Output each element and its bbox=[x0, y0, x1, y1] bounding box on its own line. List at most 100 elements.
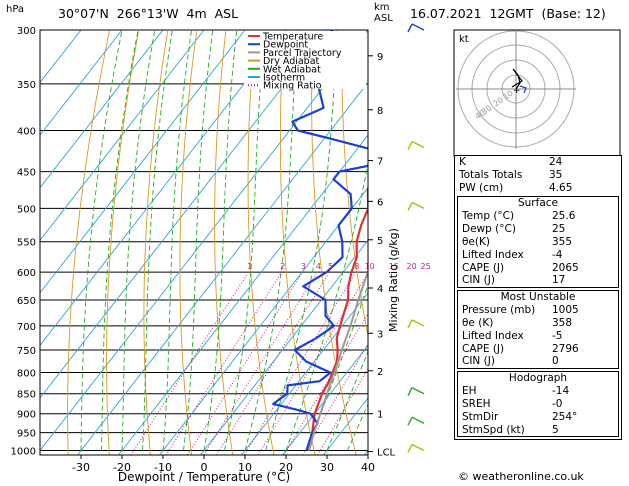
wet-adiabat bbox=[121, 30, 156, 451]
hodograph-value: 254° bbox=[552, 410, 578, 423]
mixing-ratio-line bbox=[187, 273, 302, 455]
legend-box bbox=[244, 31, 366, 89]
dry-adiabat bbox=[247, 31, 275, 455]
wind-barb-flag bbox=[407, 202, 413, 211]
mixing-ratio-label: 3 bbox=[301, 262, 306, 271]
wind-barb bbox=[411, 201, 425, 210]
pressure-tick-label: 700 bbox=[17, 322, 36, 333]
temperature-tick-label: 10 bbox=[238, 461, 252, 474]
temperature-tick-label: 40 bbox=[361, 461, 375, 474]
isotherm bbox=[77, 81, 368, 455]
wet-adiabat bbox=[306, 283, 368, 451]
hodograph-rows: EH -14 SREH -0 StmDir 254° StmSpd (kt) 5 bbox=[458, 385, 618, 436]
mixing-ratio-line bbox=[203, 273, 317, 455]
mixing-ratio-label: 1 bbox=[247, 262, 252, 271]
wind-barb-flag bbox=[407, 319, 413, 329]
isotherm bbox=[40, 30, 205, 241]
height-tick-label: 8 bbox=[377, 106, 383, 117]
surface-row: Temp (°C) 25.6 bbox=[458, 210, 618, 223]
most-unstable-value: 1005 bbox=[552, 304, 579, 317]
most-unstable-row: Lifted Index -5 bbox=[458, 330, 618, 343]
most-unstable-value: 358 bbox=[552, 316, 573, 329]
dry-adiabat bbox=[106, 31, 139, 455]
dry-adiabat bbox=[67, 31, 110, 455]
most-unstable-value: -5 bbox=[552, 329, 563, 342]
index-row: PW (cm) 4.65 bbox=[455, 182, 621, 195]
mixing-ratio-label: 5 bbox=[328, 262, 333, 271]
height-tick-label: 9 bbox=[377, 52, 383, 63]
most-unstable-title: Most Unstable bbox=[500, 291, 576, 304]
mixing-ratio-line bbox=[243, 273, 356, 455]
legend-label: Isotherm bbox=[263, 73, 305, 84]
wind-barb-flag bbox=[407, 141, 413, 150]
dewpoint-profile bbox=[272, 30, 368, 451]
wet-adiabat bbox=[203, 30, 238, 451]
indices-rows: K 24 Totals Totals 35 PW (cm) 4.65 bbox=[455, 156, 621, 194]
wind-barb bbox=[411, 140, 425, 149]
wind-barb bbox=[411, 443, 425, 452]
surface-key: CIN (J) bbox=[462, 274, 495, 287]
height-unit-label: km ASL bbox=[374, 2, 393, 24]
isotherm bbox=[40, 30, 164, 189]
temperature-tick-label: 0 bbox=[201, 461, 208, 474]
hodograph-row: StmSpd (kt) 5 bbox=[458, 424, 618, 437]
index-value: 24 bbox=[549, 156, 563, 168]
wind-barb bbox=[411, 23, 425, 31]
wind-barb-flag bbox=[407, 387, 413, 397]
most-unstable-key: θe (K) bbox=[462, 316, 494, 329]
wind-barb-flag bbox=[407, 416, 413, 426]
pressure-tick-label: 550 bbox=[17, 238, 36, 249]
surface-row: Dewp (°C) 25 bbox=[458, 223, 618, 236]
location-title: 30°07'N 266°13'W 4m ASL bbox=[58, 6, 239, 21]
parcel-trajectory-profile bbox=[308, 268, 368, 451]
most-unstable-key: CIN (J) bbox=[462, 355, 495, 368]
mixing-ratio-label: 8 bbox=[354, 262, 359, 271]
temperature-tick-label: -20 bbox=[113, 461, 131, 474]
surface-value: 25.6 bbox=[552, 210, 576, 223]
most-unstable-row: CAPE (J) 2796 bbox=[458, 343, 618, 356]
surface-value: -4 bbox=[552, 248, 563, 261]
mixing-ratio-label: 25 bbox=[421, 262, 431, 271]
isotherm bbox=[40, 30, 368, 452]
isotherm bbox=[40, 30, 328, 399]
height-ref: ASL bbox=[374, 13, 393, 24]
surface-key: Lifted Index bbox=[462, 248, 524, 261]
legend-label: Temperature bbox=[262, 32, 323, 43]
wet-adiabat bbox=[142, 30, 173, 451]
isotherm bbox=[40, 30, 123, 136]
surface-value: 17 bbox=[552, 274, 566, 287]
mixing-ratio-line bbox=[317, 367, 368, 455]
pressure-tick-label: 800 bbox=[17, 369, 36, 380]
surface-key: Temp (°C) bbox=[462, 210, 515, 223]
mixing-ratio-line bbox=[130, 273, 248, 455]
hodograph-key: SREH bbox=[462, 397, 491, 410]
hodograph-value: -14 bbox=[552, 385, 570, 398]
wind-barb bbox=[411, 319, 425, 327]
legend-label: Dry Adiabat bbox=[263, 56, 320, 67]
pressure-tick-label: 300 bbox=[17, 26, 36, 37]
surface-rows: Temp (°C) 25.6 Dewp (°C) 25 θe(K) 355 Lifted I… bbox=[458, 210, 618, 287]
pressure-tick-label: 450 bbox=[17, 168, 36, 179]
pressure-tick-label: 900 bbox=[17, 410, 36, 421]
hodograph-value: -0 bbox=[552, 397, 563, 410]
index-key: PW (cm) bbox=[459, 181, 504, 194]
mixing-ratio-line bbox=[216, 273, 329, 455]
surface-title: Surface bbox=[517, 197, 558, 210]
most-unstable-box: Most Unstable Pressure (mb) 1005 θe (K) 358… bbox=[457, 290, 619, 370]
wet-adiabat bbox=[80, 30, 123, 451]
hodograph-trace bbox=[511, 68, 523, 90]
surface-value: 2065 bbox=[552, 261, 579, 274]
storm-motion-marker: + bbox=[513, 86, 521, 96]
surface-key: Dewp (°C) bbox=[462, 223, 516, 236]
index-key: K bbox=[459, 156, 466, 168]
isotherm bbox=[200, 239, 368, 455]
most-unstable-key: Lifted Index bbox=[462, 329, 524, 342]
surface-key: θe(K) bbox=[462, 235, 490, 248]
index-row: Totals Totals 35 bbox=[455, 169, 621, 182]
height-tick-label: 3 bbox=[377, 329, 383, 340]
most-unstable-key: Pressure (mb) bbox=[462, 304, 536, 317]
temperature-tick-label: 30 bbox=[320, 461, 334, 474]
isotherm bbox=[40, 30, 287, 347]
height-tick-label: 5 bbox=[377, 236, 383, 247]
dry-adiabat bbox=[279, 31, 316, 455]
